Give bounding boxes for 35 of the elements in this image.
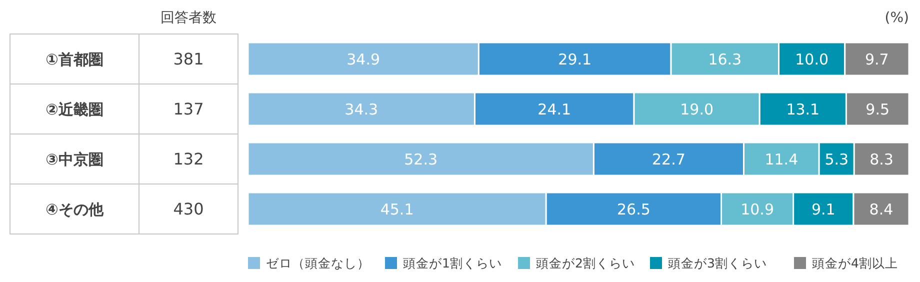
text: 430	[173, 200, 204, 219]
data-label: 5.3	[824, 150, 849, 168]
legend-label: ゼロ（頭金なし）	[266, 255, 370, 270]
data-label: 22.7	[652, 150, 686, 168]
text: 381	[173, 50, 204, 69]
text: 137	[173, 100, 204, 119]
data-label: 10.9	[740, 200, 774, 218]
legend-label: 頭金が2割くらい	[536, 255, 635, 270]
x-axis-title: (%)	[884, 10, 909, 26]
data-label: 24.1	[538, 100, 572, 118]
data-label: 9.1	[811, 200, 836, 218]
y-tick-label: ①首都圏	[46, 50, 104, 68]
data-label: 13.1	[786, 100, 820, 118]
y-tick-label: ②近畿圏	[46, 100, 104, 118]
data-label: 34.9	[346, 50, 380, 68]
text: 132	[173, 150, 204, 169]
legend-label: 頭金が4割以上	[812, 255, 898, 270]
legend-label: 頭金が1割くらい	[403, 255, 502, 270]
data-label: 9.5	[866, 100, 890, 118]
data-label: 8.3	[870, 150, 894, 168]
data-label: 11.4	[764, 150, 798, 168]
data-label: 45.1	[380, 200, 414, 218]
data-label: 34.3	[344, 100, 378, 118]
y-tick-label: ③中京圏	[46, 150, 104, 168]
data-label: 29.1	[558, 50, 592, 68]
legend-label: 頭金が3割くらい	[668, 255, 767, 270]
data-label: 16.3	[708, 50, 742, 68]
data-label: 8.4	[869, 200, 894, 218]
data-label: 26.5	[616, 200, 650, 218]
y-tick-label: ④その他	[46, 200, 104, 218]
data-label: 19.0	[680, 100, 714, 118]
data-label: 9.7	[865, 50, 889, 68]
text: 回答者数	[160, 10, 216, 26]
data-label: 52.3	[404, 150, 438, 168]
data-label: 10.0	[795, 50, 829, 68]
